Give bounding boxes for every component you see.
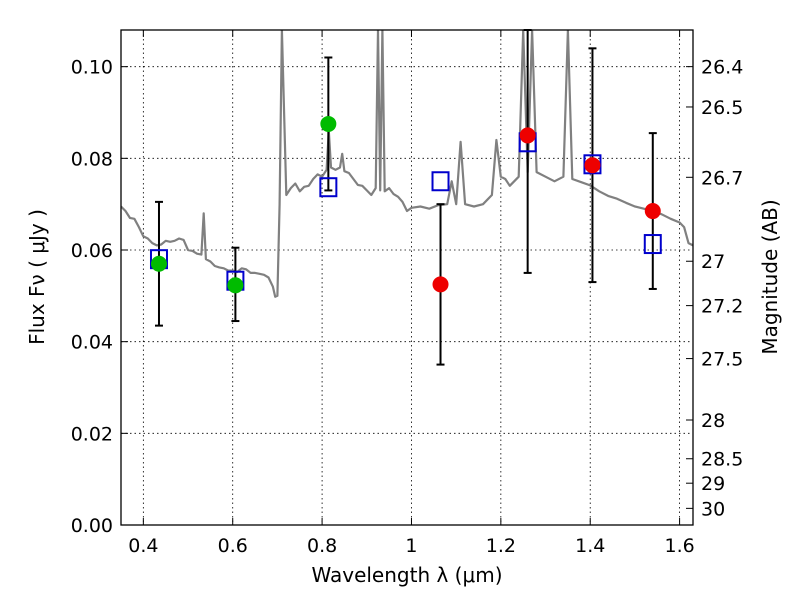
y-axis-label: Flux Fν ( μJy ): [25, 209, 49, 345]
y-tick-label: 0.06: [71, 240, 113, 262]
mag-tick-label: 28.5: [701, 449, 743, 471]
y-tick-label: 0.04: [71, 332, 113, 354]
observed-red-point: [644, 203, 661, 220]
mag-tick-label: 26.5: [701, 97, 743, 119]
y-axis-right-label: Magnitude (AB): [758, 199, 782, 354]
y-tick-label: 0.00: [71, 515, 113, 537]
y-tick-label: 0.10: [71, 57, 113, 79]
spectrum-line: [121, 30, 693, 298]
mag-tick-label: 26.4: [701, 57, 743, 79]
markers: [149, 29, 662, 366]
axes: 0.4 0.6 0.8 1 1.2 1.4 1.6 0.00 0.02 0.04 0.06 0.08 0…: [71, 30, 743, 557]
model-square-marker: [431, 171, 450, 192]
model-square-marker: [319, 177, 338, 198]
model-square-marker: [583, 154, 602, 175]
observed-red-point: [432, 276, 449, 293]
observed-green-point: [227, 277, 244, 294]
mag-tick-label: 27.2: [701, 296, 743, 318]
x-tick-label: 1: [405, 535, 417, 557]
plot-series: [121, 30, 693, 298]
mag-tick-label: 26.7: [701, 167, 743, 189]
x-axis-label: Wavelength λ (μm): [311, 563, 502, 587]
model-square-marker: [643, 234, 662, 255]
x-tick-label: 1.4: [575, 535, 605, 557]
plot-frame: [120, 29, 694, 526]
x-tick-label: 0.8: [307, 535, 337, 557]
observed-red-point: [584, 157, 601, 174]
observed-green-point: [150, 255, 167, 272]
observed-red-point: [519, 127, 536, 144]
x-tick-label: 1.2: [486, 535, 516, 557]
observed-green-point: [320, 115, 337, 132]
x-tick-label: 0.4: [128, 535, 158, 557]
mag-tick-label: 27: [701, 251, 725, 273]
mag-tick-label: 29: [701, 473, 725, 495]
x-tick-label: 1.6: [664, 535, 694, 557]
x-tick-label: 0.6: [218, 535, 248, 557]
mag-tick-label: 30: [701, 498, 725, 520]
plot-area: [121, 30, 693, 525]
y-tick-label: 0.08: [71, 148, 113, 170]
y-tick-label: 0.02: [71, 423, 113, 445]
grid: [121, 30, 693, 526]
mag-tick-label: 28: [701, 410, 725, 432]
mag-tick-label: 27.5: [701, 349, 743, 371]
